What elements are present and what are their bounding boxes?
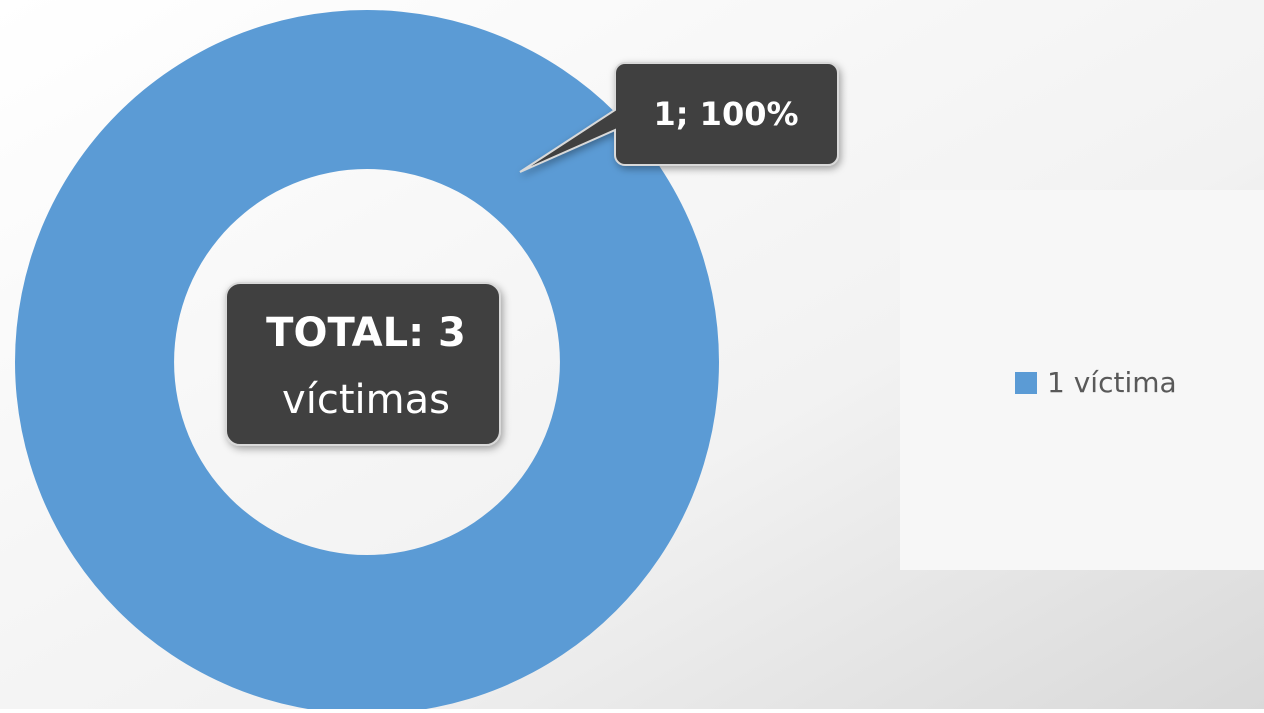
data-label: 1; 100%: [653, 95, 798, 133]
panel: [900, 190, 1264, 570]
annotation-line: TOTAL: 3: [266, 310, 466, 356]
callout-box: [519, 62, 839, 173]
legend-label: 1 víctima: [1047, 366, 1177, 399]
data-label-callout: [519, 62, 839, 173]
legend-swatch: [1015, 372, 1037, 394]
annotation-box: [225, 282, 501, 446]
donut-slice: [15, 10, 719, 713]
annotation-line: víctimas: [282, 377, 450, 423]
